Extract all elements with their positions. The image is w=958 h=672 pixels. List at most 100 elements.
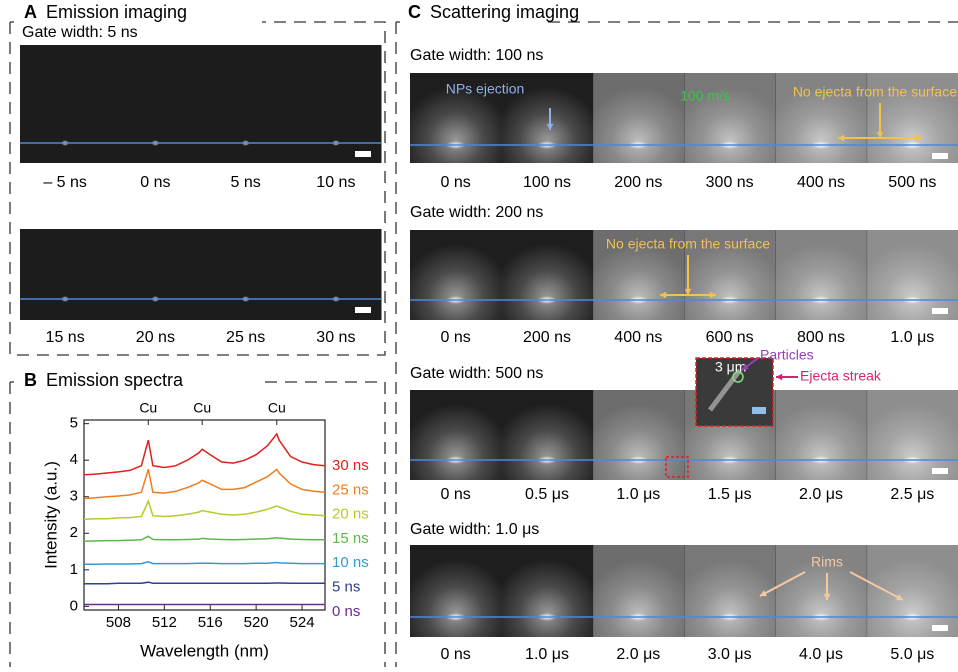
- time-label: 0 ns: [441, 486, 471, 503]
- series-label: 25 ns: [332, 481, 369, 498]
- time-label: 15 ns: [46, 329, 85, 346]
- time-label: 1.5 μs: [708, 486, 752, 503]
- annotation: Rims: [811, 554, 843, 570]
- panel-title: Scattering imaging: [430, 2, 579, 22]
- image-tile: [684, 73, 776, 163]
- series-label: 15 ns: [332, 530, 369, 547]
- page: Emission and scattering imaging body { m…: [0, 0, 958, 667]
- y-tick-label: 0: [70, 597, 78, 614]
- scale-bar: [932, 308, 948, 314]
- panel-letter: B: [24, 370, 37, 390]
- time-label: 200 ns: [614, 174, 662, 191]
- annotation: Particles: [760, 347, 814, 363]
- y-tick-label: 3: [70, 488, 78, 505]
- time-label: – 5 ns: [43, 174, 87, 191]
- spectrum-line: [84, 582, 325, 584]
- peak-label: Cu: [268, 400, 286, 416]
- gate-width: Gate width: 5 ns: [22, 24, 138, 41]
- time-label: 1.0 μs: [616, 486, 660, 503]
- series-label: 20 ns: [332, 506, 369, 523]
- page-body: { "panel_a": { "letter": "A", "title": "…: [0, 0, 958, 667]
- y-tick-label: 4: [70, 451, 78, 468]
- time-label: 3.0 μs: [708, 646, 752, 663]
- x-tick-label: 508: [106, 614, 131, 631]
- time-label: 600 ns: [706, 329, 754, 346]
- image-tile: [291, 229, 382, 320]
- time-label: 10 ns: [316, 174, 355, 191]
- image-tile: [501, 545, 593, 637]
- image-tile: [684, 545, 776, 637]
- annotation: 100 m/s: [680, 88, 730, 104]
- time-label: 400 ns: [797, 174, 845, 191]
- image-tile: [410, 390, 502, 480]
- gate-width: Gate width: 200 ns: [410, 204, 543, 221]
- image-tile: [20, 229, 111, 320]
- annotation: No ejecta from the surface: [793, 84, 957, 100]
- image-tile: [775, 230, 867, 320]
- time-label: 30 ns: [316, 329, 355, 346]
- time-label: 500 ns: [888, 174, 936, 191]
- scale-bar: [932, 153, 948, 159]
- image-tile: [501, 390, 593, 480]
- spectrum-line: [84, 536, 325, 541]
- spectrum-line: [84, 434, 325, 475]
- time-label: 400 ns: [614, 329, 662, 346]
- panel-letter: A: [24, 2, 37, 22]
- time-label: 20 ns: [136, 329, 175, 346]
- series-label: 10 ns: [332, 554, 369, 571]
- spectrum-line: [84, 562, 325, 565]
- gate-width: Gate width: 100 ns: [410, 47, 543, 64]
- spectrum-line: [84, 469, 325, 498]
- y-tick-label: 1: [70, 561, 78, 578]
- time-label: 300 ns: [706, 174, 754, 191]
- time-label: 1.0 μs: [890, 329, 934, 346]
- image-tile: [201, 229, 292, 320]
- peak-label: Cu: [139, 400, 157, 416]
- scale-bar: [932, 468, 948, 474]
- gate-width: Gate width: 500 ns: [410, 365, 543, 382]
- panel-title: Emission spectra: [46, 370, 184, 390]
- series-label: 30 ns: [332, 457, 369, 474]
- annotation: 3 μm: [715, 359, 746, 375]
- plot-frame: [84, 420, 325, 610]
- annotation: NPs ejection: [446, 81, 525, 97]
- series-label: 0 ns: [332, 603, 360, 620]
- image-tile: [410, 230, 502, 320]
- annotation: No ejecta from the surface: [606, 236, 770, 252]
- scale-bar: [932, 625, 948, 631]
- x-tick-label: 520: [244, 614, 269, 631]
- time-label: 0.5 μs: [525, 486, 569, 503]
- image-tile: [775, 390, 867, 480]
- panel-title: Emission imaging: [46, 2, 187, 22]
- x-axis-label: Wavelength (nm): [140, 641, 269, 660]
- time-label: 25 ns: [226, 329, 265, 346]
- time-label: 2.0 μs: [616, 646, 660, 663]
- arrow-head: [776, 374, 782, 381]
- series-label: 5 ns: [332, 578, 360, 595]
- image-tile: [593, 390, 685, 480]
- time-label: 0 ns: [441, 174, 471, 191]
- panel-letter: C: [408, 2, 421, 22]
- time-label: 200 ns: [523, 329, 571, 346]
- image-tile: [867, 390, 958, 480]
- time-label: 800 ns: [797, 329, 845, 346]
- image-tile: [867, 545, 958, 637]
- y-tick-label: 5: [70, 415, 78, 432]
- time-label: 100 ns: [523, 174, 571, 191]
- image-tile: [110, 229, 201, 320]
- time-label: 2.0 μs: [799, 486, 843, 503]
- scale-bar: [355, 307, 371, 313]
- scale-bar: [355, 151, 371, 157]
- image-tile: [593, 73, 685, 163]
- image-tile: [867, 230, 958, 320]
- x-tick-label: 524: [290, 614, 315, 631]
- x-tick-label: 516: [198, 614, 223, 631]
- peak-label: Cu: [193, 400, 211, 416]
- image-tile: [593, 545, 685, 637]
- time-label: 4.0 μs: [799, 646, 843, 663]
- inset-scale: [752, 407, 766, 414]
- time-label: 0 ns: [140, 174, 170, 191]
- time-label: 2.5 μs: [890, 486, 934, 503]
- gate-width: Gate width: 1.0 μs: [410, 521, 539, 538]
- y-axis-label: Intensity (a.u.): [41, 461, 60, 569]
